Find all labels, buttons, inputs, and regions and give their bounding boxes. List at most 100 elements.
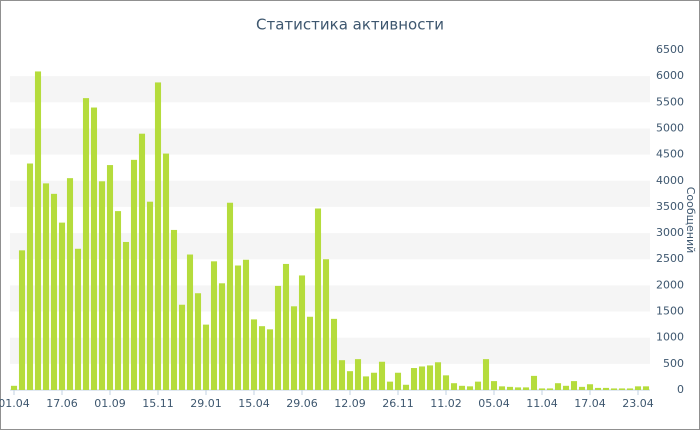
bar <box>642 386 650 390</box>
bar <box>506 386 514 390</box>
bar <box>114 211 122 390</box>
x-tick-label: 17.04 <box>574 397 606 410</box>
bar <box>458 385 466 390</box>
bar <box>210 261 218 390</box>
bar <box>394 372 402 390</box>
bar <box>18 250 26 390</box>
bar <box>306 316 314 390</box>
bar <box>98 181 106 390</box>
bar <box>578 386 586 390</box>
bar <box>282 263 290 390</box>
x-tick-label: 17.06 <box>46 397 78 410</box>
bar <box>338 360 346 390</box>
bar <box>122 241 130 390</box>
bar <box>138 133 146 390</box>
bar <box>274 285 282 390</box>
bar <box>106 165 114 390</box>
bar <box>74 248 82 390</box>
y-axis-title: Сообщений <box>684 187 697 254</box>
y-tick-label: 5000 <box>656 121 684 134</box>
x-tick-label: 01.04 <box>0 397 30 410</box>
grid-band <box>10 285 650 312</box>
bar <box>618 388 626 390</box>
grid-band <box>10 233 650 260</box>
bar <box>202 324 210 390</box>
bar <box>242 259 250 390</box>
x-tick-label: 26.11 <box>382 397 414 410</box>
bar <box>594 387 602 390</box>
y-tick-label: 500 <box>663 357 684 370</box>
bar <box>34 71 42 390</box>
bar <box>522 387 530 390</box>
grid-band <box>10 128 650 155</box>
y-tick-label: 3000 <box>656 226 684 239</box>
bar <box>418 366 426 390</box>
x-tick-label: 11.04 <box>526 397 558 410</box>
bar <box>538 388 546 390</box>
bar <box>610 388 618 390</box>
bar <box>546 388 554 390</box>
bar <box>330 318 338 390</box>
bar <box>170 229 178 390</box>
bar <box>218 283 226 390</box>
bar <box>322 259 330 390</box>
bar <box>626 388 634 390</box>
bar <box>570 381 578 390</box>
bar <box>426 365 434 390</box>
bar <box>362 376 370 390</box>
bar <box>490 381 498 390</box>
x-tick-label: 15.04 <box>238 397 270 410</box>
grid-band <box>10 180 650 207</box>
x-tick-label: 23.04 <box>622 397 654 410</box>
y-tick-label: 6500 <box>656 43 684 56</box>
bar <box>434 362 442 390</box>
bar <box>82 98 90 390</box>
bar <box>466 386 474 390</box>
x-tick-label: 12.09 <box>334 397 366 410</box>
y-tick-label: 5500 <box>656 95 684 108</box>
bar <box>194 293 202 390</box>
y-tick-label: 4000 <box>656 174 684 187</box>
bar <box>186 254 194 390</box>
bar <box>154 82 162 390</box>
bar <box>370 372 378 390</box>
x-tick-label: 11.02 <box>430 397 462 410</box>
bar <box>130 159 138 390</box>
grid-band <box>10 76 650 103</box>
bar <box>146 201 154 390</box>
bar <box>178 304 186 390</box>
bar <box>562 385 570 390</box>
bar <box>66 178 74 390</box>
bar <box>58 222 66 390</box>
bar <box>378 361 386 390</box>
bar <box>10 385 18 390</box>
bar <box>162 153 170 390</box>
bar <box>410 368 418 390</box>
bar <box>354 359 362 390</box>
bar <box>298 275 306 390</box>
y-tick-label: 6000 <box>656 69 684 82</box>
bar <box>346 371 354 390</box>
x-tick-label: 05.04 <box>478 397 510 410</box>
bar <box>314 208 322 390</box>
bar <box>498 386 506 390</box>
y-tick-label: 4500 <box>656 148 684 161</box>
bar <box>442 375 450 390</box>
grid-band <box>10 337 650 364</box>
bar <box>602 387 610 390</box>
bar <box>226 202 234 390</box>
x-tick-label: 01.09 <box>94 397 126 410</box>
bar <box>450 383 458 390</box>
y-tick-label: 0 <box>677 383 684 396</box>
bar <box>50 193 58 390</box>
bar <box>26 163 34 390</box>
bar <box>554 383 562 390</box>
bar <box>234 265 242 390</box>
y-tick-label: 3500 <box>656 200 684 213</box>
x-tick-label: 29.06 <box>286 397 318 410</box>
y-tick-label: 2500 <box>656 252 684 265</box>
y-tick-label: 1000 <box>656 331 684 344</box>
bar <box>474 381 482 390</box>
bar <box>634 386 642 390</box>
